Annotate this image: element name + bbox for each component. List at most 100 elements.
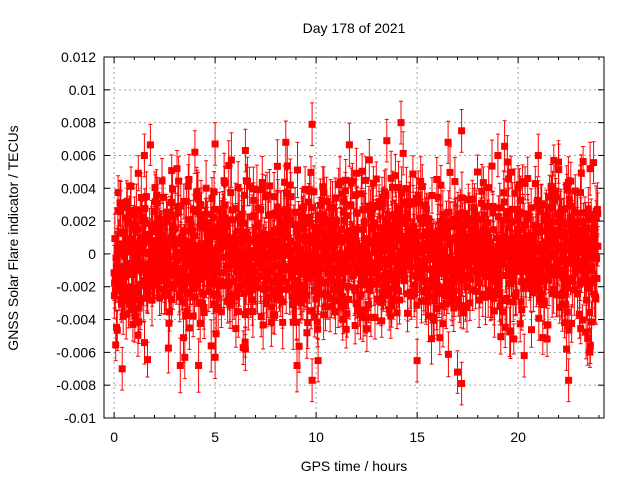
data-point — [444, 138, 452, 146]
data-point — [358, 270, 366, 278]
data-point — [345, 263, 353, 271]
data-point — [419, 247, 427, 255]
data-point — [545, 276, 553, 284]
data-point — [134, 239, 141, 247]
data-point — [396, 205, 404, 213]
data-point — [367, 313, 375, 321]
data-point — [411, 281, 419, 289]
data-point — [522, 242, 530, 250]
data-point — [497, 333, 505, 341]
data-point — [467, 225, 475, 233]
data-point — [402, 185, 410, 193]
data-point — [432, 278, 440, 286]
data-point — [450, 287, 458, 295]
data-point — [581, 209, 589, 217]
data-point — [393, 260, 401, 268]
data-point — [241, 338, 249, 346]
data-point — [194, 195, 202, 203]
data-point — [318, 257, 326, 265]
data-point — [335, 269, 343, 277]
data-point — [560, 288, 568, 296]
data-point — [398, 189, 406, 197]
data-point — [181, 227, 189, 235]
data-point — [363, 325, 371, 333]
data-point — [579, 158, 587, 165]
data-point — [305, 213, 313, 221]
data-point — [339, 302, 347, 310]
data-point — [298, 211, 306, 219]
data-point — [550, 156, 558, 164]
data-point — [490, 295, 498, 303]
data-point — [322, 248, 330, 256]
data-point — [475, 296, 483, 304]
data-point — [439, 320, 447, 328]
data-point — [130, 306, 138, 314]
data-point — [459, 276, 467, 283]
data-point — [436, 287, 443, 295]
data-point — [185, 176, 193, 183]
data-point — [291, 294, 299, 302]
data-point — [418, 269, 426, 277]
data-point — [295, 221, 303, 229]
data-point — [331, 194, 339, 202]
data-point — [464, 232, 472, 240]
data-point — [438, 247, 446, 255]
data-point — [434, 193, 442, 201]
data-point — [198, 213, 205, 221]
data-point — [223, 262, 230, 270]
data-point — [356, 256, 364, 264]
data-point — [518, 306, 526, 313]
data-point — [250, 268, 258, 276]
data-point — [582, 233, 590, 241]
data-point — [122, 266, 130, 274]
data-point — [235, 274, 243, 282]
data-point — [156, 228, 164, 236]
y-tick-label: 0.004 — [61, 180, 96, 196]
data-point — [329, 277, 337, 285]
plot-border — [103, 56, 605, 419]
data-point — [352, 299, 360, 307]
data-point — [152, 276, 160, 284]
data-point — [350, 262, 358, 270]
data-point — [369, 202, 377, 209]
y-tick-label: -0.01 — [64, 410, 96, 426]
data-point — [427, 229, 435, 237]
data-point — [359, 225, 367, 233]
data-point — [464, 244, 472, 252]
data-point — [496, 204, 504, 212]
data-point — [308, 204, 315, 212]
data-point — [419, 232, 427, 240]
data-point — [590, 224, 598, 232]
data-point — [336, 178, 344, 186]
data-point — [116, 269, 124, 276]
data-point — [428, 335, 435, 343]
data-point — [135, 304, 143, 312]
data-point — [366, 277, 374, 285]
data-point — [367, 213, 375, 221]
data-point — [252, 235, 260, 242]
data-point — [516, 320, 524, 328]
data-point — [351, 322, 359, 329]
data-point — [169, 284, 177, 292]
data-point — [219, 210, 227, 217]
data-point — [340, 297, 348, 305]
data-point — [442, 284, 450, 292]
data-point — [366, 286, 374, 293]
data-point — [474, 168, 481, 176]
data-point — [499, 308, 507, 316]
data-point — [133, 285, 141, 293]
data-point — [174, 274, 182, 282]
data-point — [575, 310, 583, 318]
data-point — [357, 190, 365, 198]
data-point — [292, 268, 300, 276]
data-point — [183, 307, 191, 315]
data-point — [463, 304, 471, 312]
data-point — [531, 180, 539, 188]
data-point — [591, 234, 599, 242]
data-point — [276, 229, 284, 237]
data-point — [127, 182, 135, 190]
data-point — [383, 260, 391, 268]
data-point — [559, 220, 567, 228]
data-point — [342, 176, 350, 184]
data-point — [375, 198, 383, 206]
